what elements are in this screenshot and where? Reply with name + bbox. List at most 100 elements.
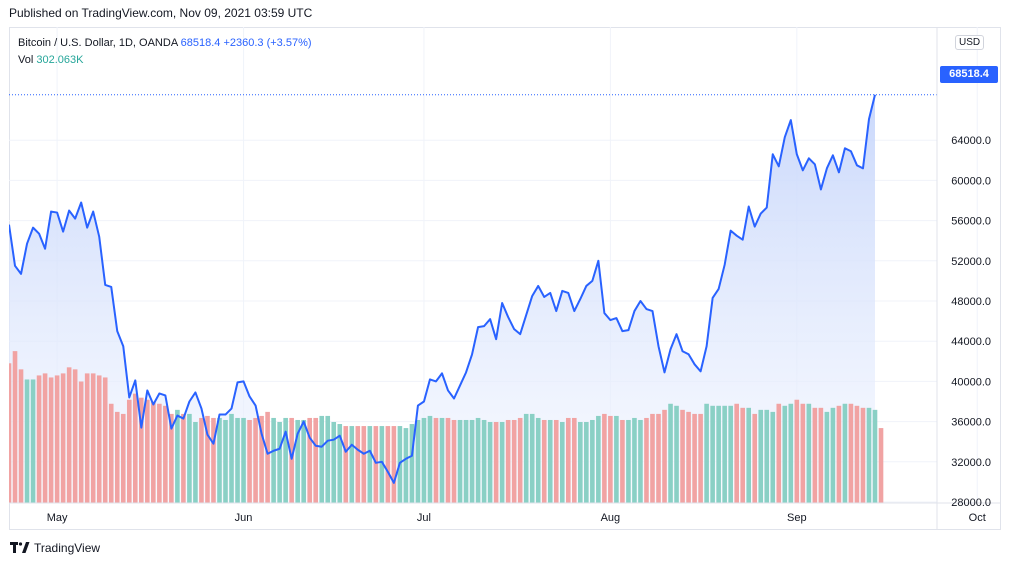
volume-bar [836,405,842,503]
volume-bar [517,417,523,503]
volume-bar [794,399,800,503]
legend-volume-row: Vol 302.063K [18,52,312,69]
volume-bar [578,422,583,503]
volume-bar [295,419,300,503]
volume-bar [511,419,517,503]
currency-button[interactable]: USD [955,35,985,50]
volume-bar [746,407,752,503]
volume-bar [42,373,48,503]
volume-bar [608,415,613,504]
volume-bar [247,419,252,503]
volume-bar [337,424,343,503]
volume-bar [523,413,529,503]
volume-bar [734,403,739,503]
legend-vol-value: 302.063K [36,54,84,66]
x-tick-label: Jul [417,512,431,524]
volume-bar [289,417,294,503]
x-tick-label: Jun [235,512,253,524]
volume-bar [842,403,848,503]
volume-bar [361,426,367,503]
volume-bar [259,415,264,504]
volume-bar [205,415,210,504]
volume-bar [66,367,72,503]
volume-bar [529,413,535,503]
volume-bar [415,419,421,503]
volume-bar [283,417,288,503]
y-tick-label: 52000.0 [951,256,991,268]
volume-bar [475,417,481,503]
volume-bar [572,417,577,503]
volume-bar [758,409,764,503]
volume-bar [18,369,24,503]
y-tick-label: 48000.0 [951,296,991,308]
volume-bar [277,422,282,503]
volume-bar [12,351,18,504]
volume-bar [487,422,493,503]
volume-bar [505,419,511,503]
volume-bar [84,373,90,503]
y-tick-label: 56000.0 [951,216,991,228]
volume-bar [343,426,349,503]
volume-bar [451,419,457,503]
tradingview-brand[interactable]: TradingView [10,541,100,555]
volume-bar [139,397,144,503]
volume-bar [54,375,60,503]
volume-bar [385,426,391,503]
volume-bar [169,413,174,503]
volume-bar [830,407,836,503]
chart-legend: Bitcoin / U.S. Dollar, 1D, OANDA 68518.4… [18,35,312,69]
volume-bar [78,381,84,503]
volume-bar [181,413,186,503]
volume-bar [132,393,138,503]
volume-bar [421,417,427,503]
volume-bar [553,419,559,503]
price-chart[interactable]: 28000.0 32000.0 36000.0 40000.0 44000.0 48000… [9,27,1001,530]
y-tick-label: 60000.0 [951,175,991,187]
volume-bar [126,399,132,503]
x-tick-label: May [47,512,68,524]
volume-bar [217,417,222,503]
volume-bar [403,428,409,503]
volume-bar [151,401,156,503]
volume-bar [235,417,240,503]
legend-symbol[interactable]: Bitcoin / U.S. Dollar, 1D, OANDA [18,37,178,49]
volume-bar [800,403,806,503]
volume-bar [638,419,643,503]
y-tick-label: 28000.0 [951,497,991,509]
volume-bar [265,411,270,504]
volume-bar [565,417,571,503]
volume-bar [391,426,397,503]
volume-bar [187,413,192,503]
volume-bar [668,403,673,503]
volume-bar [72,369,78,503]
last-price-tag: 68518.4 [940,66,998,83]
volume-bar [445,417,451,503]
published-caption: Published on TradingView.com, Nov 09, 20… [9,6,313,20]
volume-bar [211,417,216,503]
volume-bar [559,422,565,503]
x-tick-label: Sep [787,512,807,524]
volume-bar [409,424,415,503]
volume-bar [866,407,872,503]
volume-bar [716,405,721,503]
volume-bar [199,417,204,503]
y-tick-label: 32000.0 [951,457,991,469]
volume-bar [806,403,812,503]
volume-bar [535,417,541,503]
volume-bar [175,409,180,503]
volume-bar [96,375,102,503]
volume-bar [692,413,697,503]
volume-bar [656,413,661,503]
price-area [9,94,875,503]
volume-bar [108,403,114,503]
volume-bar [102,377,108,503]
legend-vol-label[interactable]: Vol [18,54,34,66]
volume-bar [379,426,385,503]
volume-bar [24,379,30,503]
volume-bar [325,415,331,504]
volume-bar [331,422,337,503]
volume-bar [301,419,306,503]
volume-bar [253,417,258,503]
volume-bar [114,411,120,504]
volume-bar [307,417,312,503]
